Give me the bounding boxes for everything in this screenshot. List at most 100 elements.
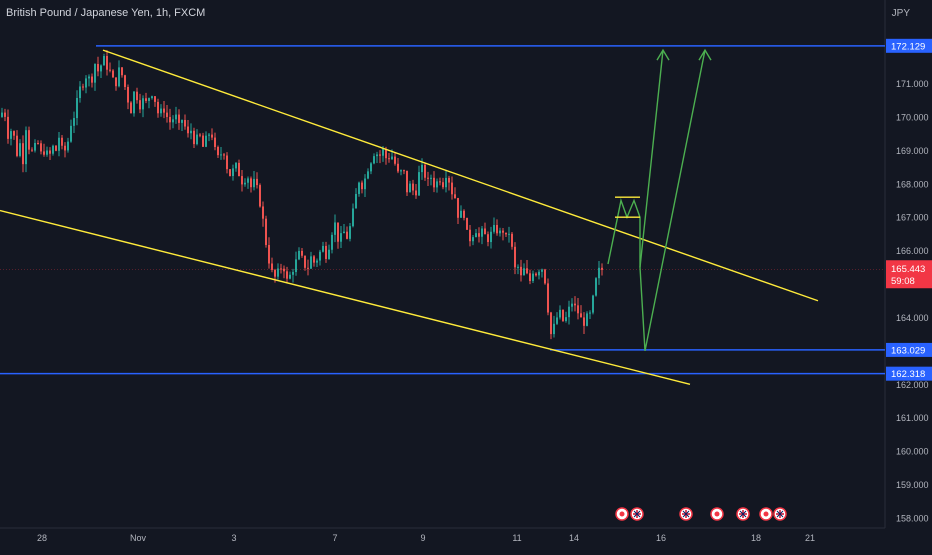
candle-body — [289, 274, 291, 279]
candle-body — [166, 112, 168, 117]
candle-body — [460, 210, 462, 218]
candle-body — [418, 172, 420, 196]
candle-body — [241, 176, 243, 185]
candle-body — [340, 233, 342, 242]
candle-body — [472, 237, 474, 242]
candle-body — [127, 86, 129, 103]
candle-body — [577, 305, 579, 314]
candle-body — [529, 273, 531, 281]
candle-body — [358, 182, 360, 194]
candle-body — [469, 229, 471, 242]
candle-body — [478, 233, 480, 237]
current-price-label: 165.443 — [891, 264, 925, 275]
candle-body — [88, 76, 90, 79]
candle-body — [442, 182, 444, 188]
candle-body — [367, 171, 369, 179]
candle-body — [25, 130, 27, 165]
projection-path-alt — [639, 50, 664, 268]
candle-body — [325, 245, 327, 259]
x-tick-label: 11 — [512, 533, 521, 543]
candle-body — [412, 183, 414, 191]
arrow-head-icon — [656, 48, 670, 61]
candle-body — [250, 178, 252, 188]
y-tick-label: 161.000 — [896, 413, 929, 423]
candle-body — [484, 228, 486, 235]
candle-body — [34, 142, 36, 151]
candle-body — [445, 177, 447, 188]
candle-body — [490, 231, 492, 243]
candle-body — [346, 231, 348, 239]
candle-body — [403, 170, 405, 172]
candle-body — [466, 217, 468, 230]
candle-body — [259, 185, 261, 207]
candle-body — [589, 312, 591, 314]
candle-body — [439, 181, 441, 183]
candle-body — [598, 267, 600, 279]
candle-body — [514, 246, 516, 268]
candle-body — [319, 251, 321, 261]
candle-body — [559, 309, 561, 318]
candle-body — [133, 91, 135, 114]
candle-body — [271, 263, 273, 270]
candle-body — [451, 182, 453, 195]
candle-body — [457, 198, 459, 218]
candle-body — [214, 137, 216, 147]
candle-body — [7, 116, 9, 139]
y-tick-label: 168.000 — [896, 179, 929, 189]
candle-body — [226, 155, 228, 170]
candle-body — [115, 77, 117, 87]
candle-body — [511, 233, 513, 247]
symbol-title: British Pound / Japanese Yen, 1h, FXCM — [6, 7, 206, 19]
candle-body — [91, 76, 93, 83]
candle-body — [595, 278, 597, 296]
y-tick-label: 169.000 — [896, 146, 929, 156]
candle-body — [565, 317, 567, 321]
candle-body — [601, 267, 603, 270]
candle-body — [10, 131, 12, 139]
candle-body — [475, 233, 477, 238]
candle-body — [244, 182, 246, 185]
candle-body — [562, 309, 564, 321]
candle-body — [235, 162, 237, 169]
candle-body — [85, 78, 87, 88]
candle-body — [328, 249, 330, 259]
x-tick-label: 3 — [231, 533, 236, 543]
candle-body — [520, 266, 522, 276]
candle-body — [547, 283, 549, 313]
candle-body — [247, 178, 249, 183]
candle-body — [220, 154, 222, 156]
candle-body — [373, 156, 375, 164]
candle-body — [13, 131, 15, 136]
candle-body — [592, 295, 594, 313]
x-tick-label: 16 — [656, 533, 666, 543]
candle-body — [433, 177, 435, 188]
candle-body — [535, 273, 537, 276]
event-dot-icon — [714, 511, 720, 517]
candle-body — [268, 244, 270, 264]
level-price-badge — [886, 366, 932, 381]
x-tick-label: 28 — [37, 533, 47, 543]
x-tick-label: 7 — [332, 533, 337, 543]
candle-body — [427, 177, 429, 179]
candle-body — [118, 67, 120, 87]
current-price-badge — [886, 260, 932, 289]
candle-body — [37, 142, 39, 144]
event-dot-icon — [619, 511, 625, 517]
candle-body — [274, 269, 276, 277]
upper-channel-line — [102, 49, 819, 302]
candle-body — [298, 250, 300, 260]
candle-body — [199, 134, 201, 136]
candle-body — [364, 178, 366, 190]
candle-body — [55, 145, 57, 151]
candle-body — [292, 272, 294, 275]
candle-body — [136, 91, 138, 101]
candle-body — [361, 182, 363, 190]
candle-body — [352, 208, 354, 227]
level-price-badge — [886, 38, 932, 53]
candle-body — [505, 232, 507, 235]
candle-body — [184, 119, 186, 127]
candle-body — [331, 234, 333, 250]
y-tick-label: 167.000 — [896, 213, 929, 223]
